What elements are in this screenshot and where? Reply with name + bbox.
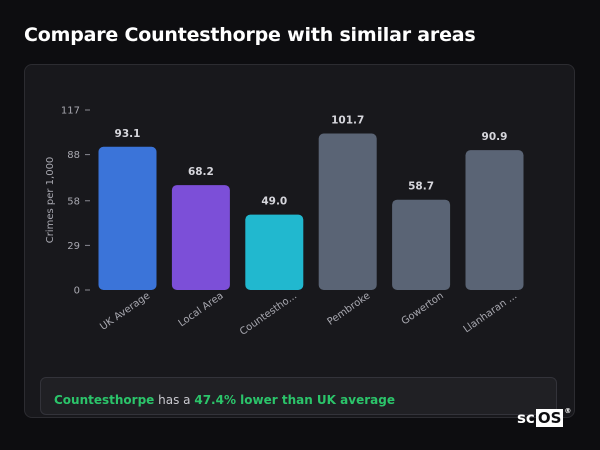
- page-title: Compare Countesthorpe with similar areas: [24, 24, 476, 46]
- y-tick-label: 58: [67, 196, 80, 207]
- x-category-label: Countestho...: [238, 290, 299, 337]
- bar-3: [318, 133, 377, 290]
- x-category-label: Gowerton: [400, 290, 446, 327]
- bar-value-label: 90.9: [482, 131, 508, 143]
- x-category-label: Llanharan ...: [462, 290, 520, 335]
- bar-value-label: 68.2: [188, 166, 214, 178]
- y-tick-label: 0: [74, 286, 80, 297]
- y-tick-label: 29: [67, 241, 80, 252]
- bar-value-label: 49.0: [261, 196, 287, 208]
- bar-value-label: 101.7: [331, 115, 364, 127]
- logo-registered-mark: ®: [564, 407, 572, 415]
- brand-logo: sc OS ®: [517, 407, 572, 427]
- bar-1: [171, 185, 230, 290]
- summary-text: has a: [154, 393, 195, 407]
- logo-prefix: sc: [517, 409, 535, 427]
- bar-0: [98, 146, 157, 290]
- y-tick-label: 117: [61, 106, 80, 117]
- x-category-label: Pembroke: [326, 290, 373, 327]
- bar-4: [392, 199, 451, 290]
- bar-5: [465, 150, 524, 290]
- bar-2: [245, 214, 304, 290]
- summary-area: Countesthorpe: [54, 393, 155, 407]
- x-category-label: UK Average: [98, 290, 152, 332]
- summary-banner: Countesthorpe has a 47.4% lower than UK …: [40, 377, 557, 415]
- summary-comparison: 47.4% lower than UK average: [194, 393, 395, 407]
- x-category-label: Local Area: [177, 290, 226, 329]
- logo-boxed: OS: [535, 409, 564, 427]
- y-tick-label: 88: [67, 150, 80, 161]
- bar-value-label: 93.1: [115, 128, 141, 140]
- y-axis-label: Crimes per 1,000: [45, 157, 56, 244]
- bar-value-label: 58.7: [408, 181, 434, 193]
